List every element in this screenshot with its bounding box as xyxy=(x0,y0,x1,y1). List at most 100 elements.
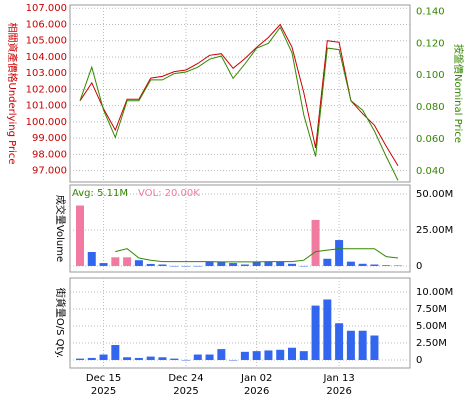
bar xyxy=(123,357,132,360)
y-tick-label: 99.000 xyxy=(32,133,67,144)
y2-tick-label: 0.140 xyxy=(416,6,445,17)
y-tick-label: 10.00M xyxy=(416,287,453,298)
y-tick-label: 98.000 xyxy=(32,149,67,160)
price-line xyxy=(79,26,399,181)
y-axis-title: 成交量Volume xyxy=(54,195,67,262)
y-tick-label: 2.50M xyxy=(416,338,447,349)
bar xyxy=(346,330,355,360)
x-tick-year: 2026 xyxy=(326,386,351,397)
bar xyxy=(229,263,238,266)
bar xyxy=(134,260,143,266)
bar xyxy=(87,251,96,266)
y2-tick-label: 0.040 xyxy=(416,166,445,177)
bar xyxy=(134,357,143,360)
bar xyxy=(288,347,296,360)
bar xyxy=(205,261,214,266)
y-tick-label: 97.000 xyxy=(32,166,67,177)
x-tick-label: Dec 15 xyxy=(86,373,121,384)
x-tick-label: Jan 02 xyxy=(240,373,272,384)
bar xyxy=(240,264,249,266)
y2-tick-label: 0.080 xyxy=(416,102,445,113)
y2-tick-label: 0.120 xyxy=(416,38,445,49)
bar xyxy=(323,299,332,360)
bar xyxy=(358,263,367,266)
bar xyxy=(111,257,120,266)
y-tick-label: 0 xyxy=(416,261,422,272)
bar xyxy=(158,357,167,360)
bar xyxy=(264,350,273,360)
bar xyxy=(299,265,308,267)
bar xyxy=(111,345,120,360)
bar xyxy=(146,356,155,360)
bar xyxy=(323,258,332,266)
avg-line xyxy=(115,248,399,263)
bar xyxy=(264,261,273,266)
y-tick-label: 7.50M xyxy=(416,304,447,315)
y-axis-title: 街貨量O/S Qty. xyxy=(54,288,67,358)
bar xyxy=(205,354,214,360)
y-tick-label: 106.000 xyxy=(26,19,67,30)
bar xyxy=(170,358,179,360)
bar xyxy=(394,265,402,267)
bar xyxy=(252,351,261,360)
bar xyxy=(358,330,367,360)
plot-frame xyxy=(69,4,411,183)
x-tick-year: 2026 xyxy=(244,386,269,397)
bar xyxy=(229,359,238,361)
y-tick-label: 103.000 xyxy=(26,68,67,79)
bar xyxy=(76,205,84,266)
y2-axis-title: 按盤價Nominal Price xyxy=(452,44,465,143)
bar xyxy=(252,261,261,266)
bar xyxy=(276,261,285,266)
bar xyxy=(370,264,379,266)
bar xyxy=(99,263,108,266)
y-tick-label: 101.000 xyxy=(26,101,67,112)
bar xyxy=(311,305,320,360)
bar xyxy=(76,358,84,360)
y2-tick-label: 0.060 xyxy=(416,134,445,145)
bar xyxy=(311,219,320,266)
plot-frame xyxy=(69,277,411,369)
y2-tick-label: 0.100 xyxy=(416,70,445,81)
bar xyxy=(99,354,108,360)
price-line xyxy=(79,23,399,167)
y-tick-label: 50.00M xyxy=(416,189,453,200)
bar xyxy=(193,265,202,267)
bar xyxy=(288,263,296,266)
x-tick-year: 2025 xyxy=(91,386,116,397)
y-tick-label: 105.000 xyxy=(26,36,67,47)
y-axis-title: 相關資產價格Underlying Price xyxy=(6,22,19,164)
bar xyxy=(240,351,249,360)
bar xyxy=(346,261,355,266)
bar xyxy=(276,349,285,360)
avg-label: Avg: 5.11M xyxy=(72,188,128,199)
bar xyxy=(182,265,190,267)
bar xyxy=(382,265,391,266)
bar xyxy=(123,257,132,266)
y-tick-label: 100.000 xyxy=(26,117,67,128)
x-tick-label: Jan 13 xyxy=(322,373,354,384)
bar xyxy=(370,335,379,360)
y-tick-label: 25.00M xyxy=(416,225,453,236)
bar xyxy=(158,264,167,266)
bar xyxy=(217,261,226,266)
bar xyxy=(299,351,308,360)
plot-frame xyxy=(69,184,411,273)
bar xyxy=(146,263,155,266)
bar xyxy=(182,359,190,361)
y-tick-label: 0 xyxy=(416,355,422,366)
x-tick-year: 2025 xyxy=(173,386,198,397)
bar xyxy=(193,354,202,360)
bar xyxy=(87,357,96,360)
bar xyxy=(335,323,344,360)
y-tick-label: 107.000 xyxy=(26,3,67,14)
bar xyxy=(217,349,226,360)
bar xyxy=(335,240,344,266)
vol-label: VOL: 20.00K xyxy=(138,188,200,199)
y-tick-label: 104.000 xyxy=(26,52,67,63)
bar xyxy=(170,265,179,267)
x-tick-label: Dec 24 xyxy=(168,373,203,384)
y-tick-label: 5.00M xyxy=(416,321,447,332)
y-tick-label: 102.000 xyxy=(26,84,67,95)
